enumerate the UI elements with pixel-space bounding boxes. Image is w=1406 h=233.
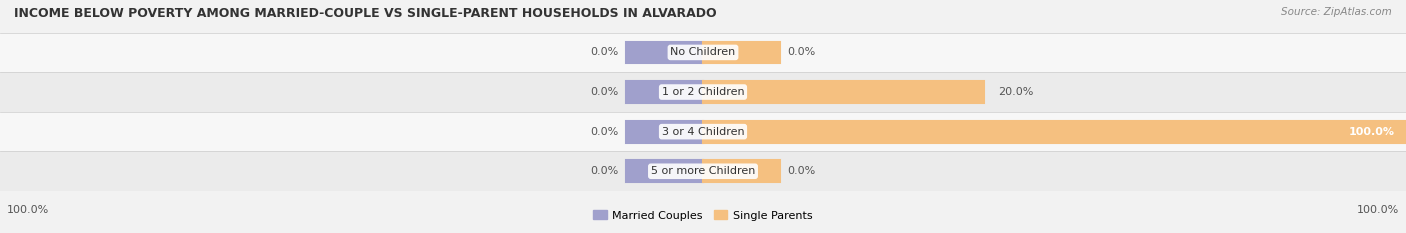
Text: Source: ZipAtlas.com: Source: ZipAtlas.com — [1281, 7, 1392, 17]
Bar — [703, 81, 984, 103]
Bar — [626, 81, 703, 103]
Text: 0.0%: 0.0% — [591, 166, 619, 176]
Legend: Married Couples, Single Parents: Married Couples, Single Parents — [589, 206, 817, 225]
Bar — [0, 151, 1406, 191]
Text: 100.0%: 100.0% — [7, 205, 49, 215]
Text: No Children: No Children — [671, 48, 735, 57]
Text: 0.0%: 0.0% — [787, 166, 815, 176]
Bar — [626, 121, 703, 143]
Text: 5 or more Children: 5 or more Children — [651, 166, 755, 176]
Bar — [0, 33, 1406, 72]
Bar — [703, 160, 780, 182]
Text: 0.0%: 0.0% — [591, 87, 619, 97]
Bar — [703, 41, 780, 63]
Text: 0.0%: 0.0% — [591, 48, 619, 57]
Bar — [626, 160, 703, 182]
Text: 3 or 4 Children: 3 or 4 Children — [662, 127, 744, 137]
Bar — [703, 121, 1406, 143]
Bar — [626, 41, 703, 63]
Text: 100.0%: 100.0% — [1357, 205, 1399, 215]
Text: 0.0%: 0.0% — [787, 48, 815, 57]
Bar — [0, 72, 1406, 112]
Text: INCOME BELOW POVERTY AMONG MARRIED-COUPLE VS SINGLE-PARENT HOUSEHOLDS IN ALVARAD: INCOME BELOW POVERTY AMONG MARRIED-COUPL… — [14, 7, 717, 20]
Bar — [0, 112, 1406, 151]
Text: 20.0%: 20.0% — [998, 87, 1033, 97]
Text: 100.0%: 100.0% — [1348, 127, 1395, 137]
Text: 1 or 2 Children: 1 or 2 Children — [662, 87, 744, 97]
Text: 0.0%: 0.0% — [591, 127, 619, 137]
